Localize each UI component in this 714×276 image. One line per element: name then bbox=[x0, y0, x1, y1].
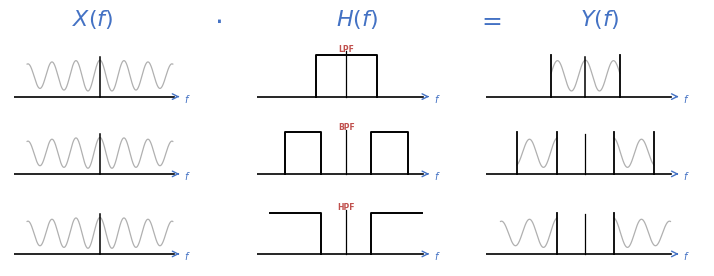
Text: $f$: $f$ bbox=[184, 170, 191, 182]
Text: $H(f)$: $H(f)$ bbox=[336, 8, 378, 31]
Text: HPF: HPF bbox=[338, 203, 355, 212]
Text: $f$: $f$ bbox=[434, 93, 441, 105]
Text: $=$: $=$ bbox=[476, 8, 502, 32]
Text: $f$: $f$ bbox=[683, 170, 690, 182]
Text: $f$: $f$ bbox=[434, 250, 441, 262]
Text: $f$: $f$ bbox=[184, 93, 191, 105]
Text: $\cdot$: $\cdot$ bbox=[213, 8, 222, 36]
Text: LPF: LPF bbox=[338, 45, 354, 54]
Text: $f$: $f$ bbox=[434, 170, 441, 182]
Text: $f$: $f$ bbox=[683, 250, 690, 262]
Text: $f$: $f$ bbox=[184, 250, 191, 262]
Text: $Y(f)$: $Y(f)$ bbox=[580, 8, 619, 31]
Text: BPF: BPF bbox=[338, 123, 355, 132]
Text: $X(f)$: $X(f)$ bbox=[72, 8, 114, 31]
Text: $f$: $f$ bbox=[683, 93, 690, 105]
